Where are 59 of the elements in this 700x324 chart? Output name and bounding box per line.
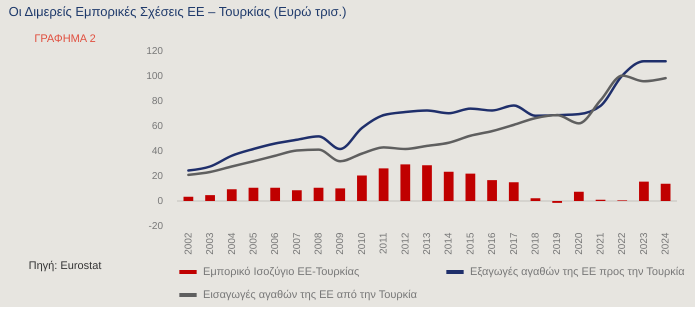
bar bbox=[226, 189, 237, 201]
x-tick-label: 2013 bbox=[422, 232, 433, 255]
x-tick-label: 2012 bbox=[400, 232, 412, 255]
x-tick-label: 2024 bbox=[660, 232, 672, 255]
bar bbox=[444, 172, 454, 201]
x-tick-label: 2019 bbox=[552, 232, 564, 255]
x-tick-label: 2004 bbox=[226, 232, 238, 255]
x-tick-label: 2017 bbox=[508, 232, 520, 255]
bar bbox=[574, 192, 584, 201]
line-series bbox=[187, 60, 667, 172]
x-tick-label: 2005 bbox=[248, 232, 260, 255]
x-tick-label: 2002 bbox=[183, 232, 194, 255]
x-tick-label: 2021 bbox=[596, 232, 607, 255]
x-tick-label: 2006 bbox=[270, 232, 282, 255]
x-tick-label: 2023 bbox=[638, 232, 650, 255]
bar bbox=[335, 188, 346, 201]
x-tick-label: 2014 bbox=[444, 232, 455, 255]
y-tick-label: 0 bbox=[157, 196, 164, 207]
bar bbox=[508, 182, 519, 201]
legend-label: Εξαγωγές αγαθών της ΕΕ προς την Τουρκία bbox=[470, 266, 686, 278]
chart-title: Οι Διμερείς Εμπορικές Σχέσεις ΕΕ – Τουρκίας (Ευρώ τρισ.) bbox=[8, 4, 346, 19]
x-tick-label: 2003 bbox=[205, 232, 216, 255]
y-tick-label: 60 bbox=[152, 121, 164, 132]
bar bbox=[270, 188, 280, 201]
legend-label: Εμπορικό Ισοζύγιο ΕΕ-Τουρκίας bbox=[203, 266, 360, 278]
bar bbox=[639, 182, 649, 201]
x-tick-label: 2020 bbox=[574, 232, 585, 255]
text: Πηγή: Eurostat bbox=[28, 260, 102, 272]
x-tick-label: 2018 bbox=[530, 232, 542, 255]
x-tick-label: 2016 bbox=[487, 232, 498, 255]
y-tick-label: 120 bbox=[146, 46, 164, 57]
bar bbox=[184, 196, 194, 201]
bar bbox=[466, 174, 476, 201]
legend-label: Εισαγωγές αγαθών της ΕΕ από την Τουρκία bbox=[203, 289, 418, 301]
y-tick-label: -20 bbox=[148, 221, 164, 232]
bar bbox=[400, 164, 410, 201]
bar bbox=[357, 176, 367, 201]
y-tick-label: 100 bbox=[146, 71, 164, 82]
y-tick-label: 20 bbox=[152, 171, 164, 182]
y-tick-label: 80 bbox=[152, 96, 164, 107]
bar bbox=[530, 198, 540, 201]
y-tick-label: 40 bbox=[152, 146, 164, 157]
text: ΓΡΑΦΗΜΑ 2 bbox=[34, 33, 96, 45]
x-tick-label: 2011 bbox=[378, 232, 390, 254]
bar bbox=[248, 188, 258, 201]
x-tick-label: 2007 bbox=[292, 232, 303, 255]
x-tick-label: 2022 bbox=[617, 232, 628, 255]
bar bbox=[205, 195, 215, 201]
x-tick-label: 2008 bbox=[314, 232, 325, 255]
bar bbox=[378, 168, 388, 201]
bar bbox=[487, 180, 497, 201]
bar bbox=[422, 165, 432, 201]
x-tick-label: 2015 bbox=[465, 232, 476, 255]
x-tick-label: 2010 bbox=[356, 232, 368, 255]
x-tick-label: 2009 bbox=[335, 232, 346, 255]
bar bbox=[314, 188, 324, 201]
bar bbox=[660, 184, 670, 201]
line-series bbox=[187, 74, 667, 176]
bar bbox=[292, 190, 302, 201]
